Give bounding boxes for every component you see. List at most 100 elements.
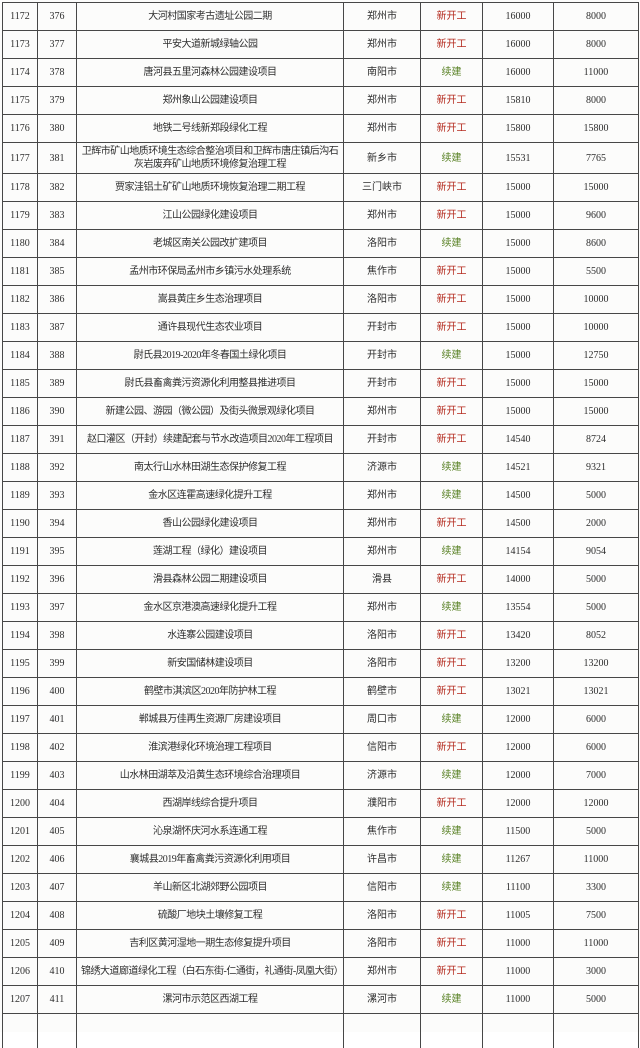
project-year-value: 5000 xyxy=(554,818,639,846)
project-status: 续建 xyxy=(421,818,483,846)
project-total-value: 16000 xyxy=(483,59,554,87)
row-project-number: 387 xyxy=(38,314,77,342)
row-sequence-number: 1202 xyxy=(3,846,38,874)
project-city: 洛阳市 xyxy=(344,622,421,650)
project-total-value: 13554 xyxy=(483,594,554,622)
project-total-value: 11005 xyxy=(483,902,554,930)
project-status: 新开工 xyxy=(421,202,483,230)
project-year-value: 6000 xyxy=(554,734,639,762)
project-status: 新开工 xyxy=(421,115,483,143)
row-sequence-number: 1173 xyxy=(3,31,38,59)
table-row: 1200 404 西湖岸线综合提升项目 濮阳市 新开工 12000 12000 xyxy=(3,790,639,818)
row-sequence-number: 1199 xyxy=(3,762,38,790)
table-row: 1187 391 赵口灌区（开封）续建配套与节水改造项目2020年工程项目 开封… xyxy=(3,426,639,454)
project-year-value: 8600 xyxy=(554,230,639,258)
row-sequence-number: 1175 xyxy=(3,87,38,115)
table-row: 1181 385 孟州市环保局孟州市乡镇污水处理系统 焦作市 新开工 15000… xyxy=(3,258,639,286)
project-city: 周口市 xyxy=(344,706,421,734)
project-name: 嵩县黄庄乡生态治理项目 xyxy=(77,286,344,314)
table-row: 1173 377 平安大道新城绿轴公园 郑州市 新开工 16000 8000 xyxy=(3,31,639,59)
row-project-number: 380 xyxy=(38,115,77,143)
project-status: 新开工 xyxy=(421,930,483,958)
row-project-number: 400 xyxy=(38,678,77,706)
row-project-number: 397 xyxy=(38,594,77,622)
project-total-value: 16000 xyxy=(483,3,554,31)
project-name: 香山公园绿化建设项目 xyxy=(77,510,344,538)
row-project-number: 386 xyxy=(38,286,77,314)
project-total-value: 14540 xyxy=(483,426,554,454)
project-year-value: 10000 xyxy=(554,286,639,314)
row-project-number: 383 xyxy=(38,202,77,230)
project-total-value: 11267 xyxy=(483,846,554,874)
project-year-value: 9321 xyxy=(554,454,639,482)
project-name: 山水林田湖萃及沿黄生态环境综合治理项目 xyxy=(77,762,344,790)
table-row: 1175 379 郑州象山公园建设项目 郑州市 新开工 15810 8000 xyxy=(3,87,639,115)
project-city: 三门峡市 xyxy=(344,174,421,202)
project-city: 信阳市 xyxy=(344,874,421,902)
project-total-value: 15000 xyxy=(483,258,554,286)
project-city: 洛阳市 xyxy=(344,902,421,930)
table-row: 1184 388 尉氏县2019-2020年冬春国土绿化项目 开封市 续建 15… xyxy=(3,342,639,370)
project-name: 唐河县五里河森林公园建设项目 xyxy=(77,59,344,87)
project-total-value: 15810 xyxy=(483,87,554,115)
table-row: 1191 395 莲湖工程（绿化）建设项目 郑州市 续建 14154 9054 xyxy=(3,538,639,566)
project-status: 续建 xyxy=(421,482,483,510)
project-status: 续建 xyxy=(421,538,483,566)
project-city: 开封市 xyxy=(344,426,421,454)
row-sequence-number: 1172 xyxy=(3,3,38,31)
table-row: 1201 405 沁泉湖怀庆河水系连通工程 焦作市 续建 11500 5000 xyxy=(3,818,639,846)
project-city: 洛阳市 xyxy=(344,230,421,258)
project-city: 开封市 xyxy=(344,342,421,370)
table-row: 1192 396 滑县森林公园二期建设项目 滑县 新开工 14000 5000 xyxy=(3,566,639,594)
project-total-value: 11000 xyxy=(483,958,554,986)
project-total-value: 15000 xyxy=(483,342,554,370)
row-sequence-number: 1203 xyxy=(3,874,38,902)
row-project-number: 395 xyxy=(38,538,77,566)
project-name: 新建公园、游园（微公园）及街头微景观绿化项目 xyxy=(77,398,344,426)
project-total-value: 15000 xyxy=(483,174,554,202)
project-status: 新开工 xyxy=(421,678,483,706)
table-row: 1179 383 江山公园绿化建设项目 郑州市 新开工 15000 9600 xyxy=(3,202,639,230)
project-year-value: 10000 xyxy=(554,314,639,342)
table-row: 1207 411 漯河市示范区西湖工程 漯河市 续建 11000 5000 xyxy=(3,986,639,1014)
row-sequence-number: 1186 xyxy=(3,398,38,426)
project-year-value: 3000 xyxy=(554,958,639,986)
row-project-number: 379 xyxy=(38,87,77,115)
project-status: 新开工 xyxy=(421,3,483,31)
project-status: 续建 xyxy=(421,846,483,874)
project-city: 郑州市 xyxy=(344,510,421,538)
project-city: 洛阳市 xyxy=(344,930,421,958)
row-project-number: 389 xyxy=(38,370,77,398)
project-status: 新开工 xyxy=(421,566,483,594)
project-status: 新开工 xyxy=(421,902,483,930)
project-name: 南太行山水林田湖生态保护修复工程 xyxy=(77,454,344,482)
project-total-value: 14521 xyxy=(483,454,554,482)
project-year-value: 11000 xyxy=(554,846,639,874)
row-project-number: 409 xyxy=(38,930,77,958)
project-name: 平安大道新城绿轴公园 xyxy=(77,31,344,59)
table-row: 1185 389 尉氏县畜禽粪污资源化利用整县推进项目 开封市 新开工 1500… xyxy=(3,370,639,398)
project-year-value: 6000 xyxy=(554,706,639,734)
project-city: 许昌市 xyxy=(344,846,421,874)
project-city: 开封市 xyxy=(344,370,421,398)
row-project-number: 382 xyxy=(38,174,77,202)
row-project-number: 394 xyxy=(38,510,77,538)
table-row: 1172 376 大河村国家考古遗址公园二期 郑州市 新开工 16000 800… xyxy=(3,3,639,31)
project-city: 焦作市 xyxy=(344,258,421,286)
project-city: 滑县 xyxy=(344,566,421,594)
row-sequence-number: 1205 xyxy=(3,930,38,958)
project-city: 洛阳市 xyxy=(344,650,421,678)
project-name: 卫辉市矿山地质环境生态综合整治项目和卫辉市唐庄镇后沟石灰岩废弃矿山地质环境修复治… xyxy=(77,143,344,174)
project-status: 续建 xyxy=(421,762,483,790)
project-name: 莲湖工程（绿化）建设项目 xyxy=(77,538,344,566)
project-total-value: 15000 xyxy=(483,398,554,426)
table-row: 1178 382 贾家洼铝土矿矿山地质环境恢复治理二期工程 三门峡市 新开工 1… xyxy=(3,174,639,202)
project-year-value: 7000 xyxy=(554,762,639,790)
table-row: 1196 400 鹤壁市淇滨区2020年防护林工程 鹤壁市 新开工 13021 … xyxy=(3,678,639,706)
row-sequence-number: 1193 xyxy=(3,594,38,622)
row-sequence-number: 1174 xyxy=(3,59,38,87)
project-year-value: 9600 xyxy=(554,202,639,230)
project-city: 济源市 xyxy=(344,762,421,790)
row-project-number: 376 xyxy=(38,3,77,31)
row-project-number: 396 xyxy=(38,566,77,594)
